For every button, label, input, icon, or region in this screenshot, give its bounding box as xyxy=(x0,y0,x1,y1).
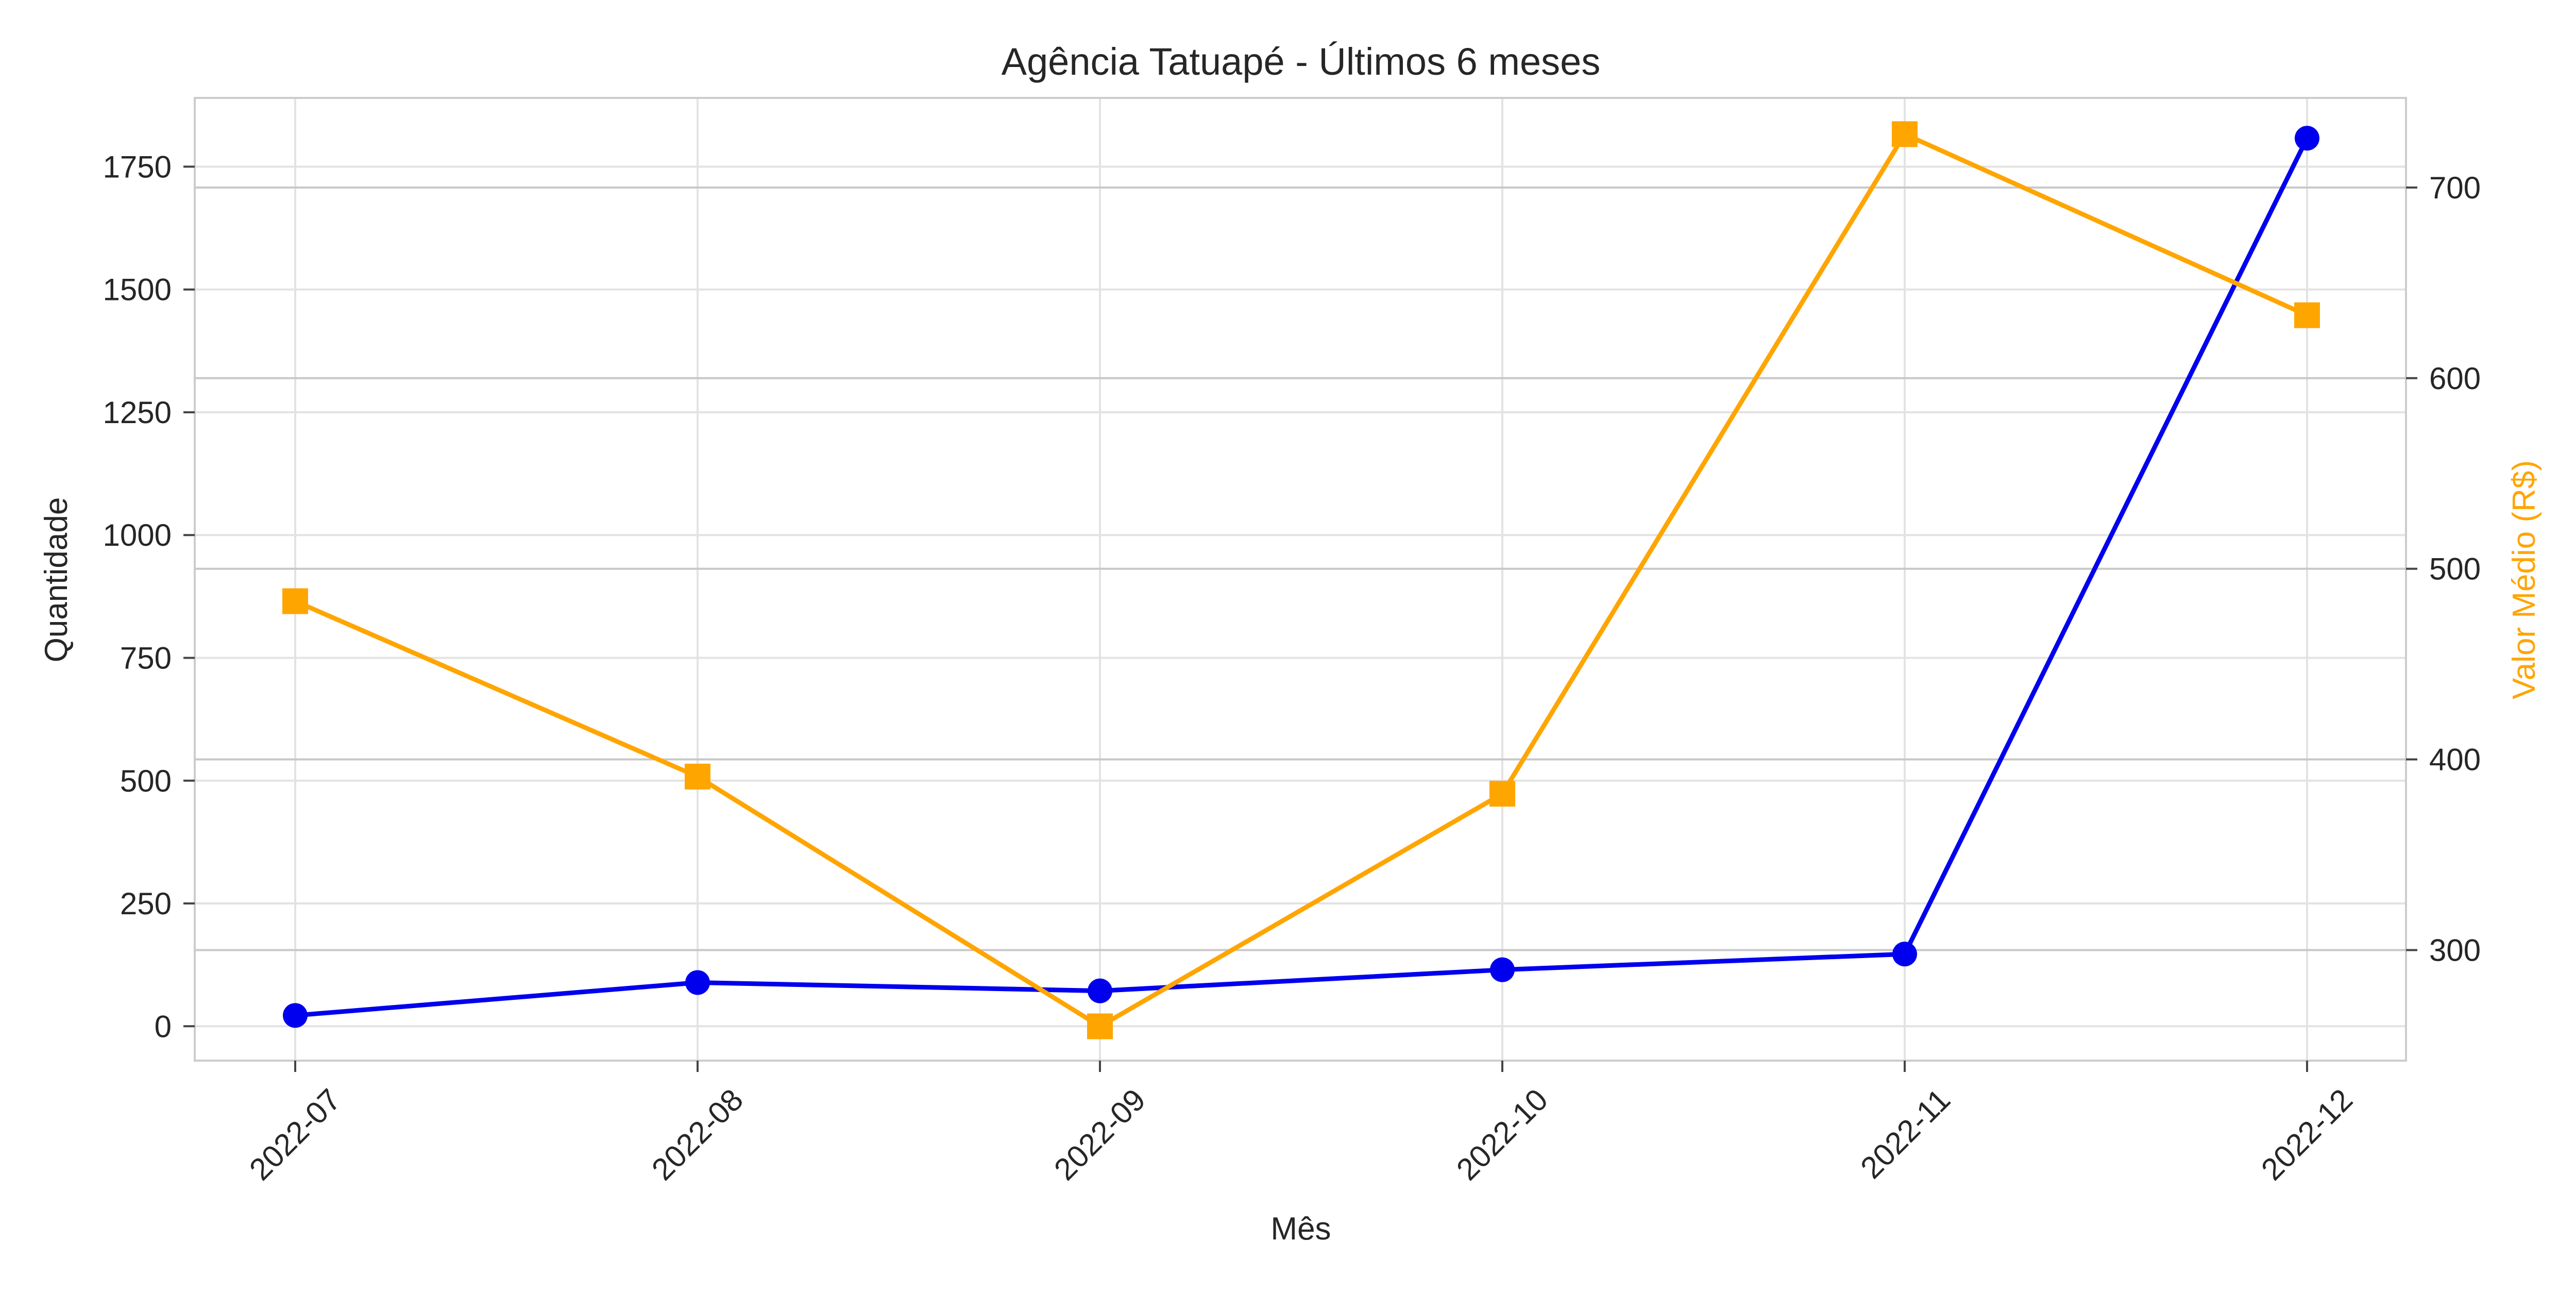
y-tick-label: 250 xyxy=(120,886,172,921)
x-tick-label: 2022-12 xyxy=(2255,1082,2359,1187)
y-tick-label: 500 xyxy=(120,764,172,798)
y-axis-label: Quantidade xyxy=(39,497,74,663)
y-tick-label: 1000 xyxy=(103,518,172,552)
series-1-point xyxy=(1088,978,1112,1003)
series-1-line xyxy=(293,136,2310,1018)
y-tick-label: 1500 xyxy=(103,273,172,307)
grid-layer xyxy=(195,98,2406,1061)
y2-tick-label: 300 xyxy=(2429,933,2481,967)
chart-title: Agência Tatuapé - Últimos 6 meses xyxy=(1002,40,1601,83)
y2-tick-label: 600 xyxy=(2429,361,2481,396)
axes-layer xyxy=(194,97,2407,1062)
plot-background xyxy=(195,98,2406,1061)
x-tick-label: 2022-09 xyxy=(1047,1082,1152,1187)
y2-tick-label: 700 xyxy=(2429,171,2481,205)
series-2-point xyxy=(685,763,710,790)
series-1-point xyxy=(283,1003,308,1028)
y2-tick-label: 400 xyxy=(2429,743,2481,777)
y-tick-label: 0 xyxy=(155,1009,172,1044)
y-tick-label: 1250 xyxy=(103,395,172,430)
series-2-point xyxy=(2294,302,2320,328)
y2-tick-label: 500 xyxy=(2429,552,2481,586)
x-axis-label: Mês xyxy=(1270,1211,1331,1247)
x-tick-label: 2022-11 xyxy=(1854,1082,1957,1185)
plot-frame xyxy=(194,97,2407,1062)
series-2-line xyxy=(293,131,2310,1029)
series-2-point xyxy=(1087,1013,1113,1039)
y-tick-label: 1750 xyxy=(103,149,172,184)
x-tick-label: 2022-07 xyxy=(243,1082,347,1187)
series-1-point xyxy=(1892,942,1917,967)
series-2-point xyxy=(1892,121,1918,147)
series-2-point xyxy=(1489,781,1515,807)
series-layer xyxy=(282,121,2320,1039)
y2-axis-label: Valor Médio (R$) xyxy=(2506,460,2542,699)
x-tick-label: 2022-10 xyxy=(1450,1082,1554,1187)
y-tick-label: 750 xyxy=(120,641,172,675)
series-1-point xyxy=(685,970,710,995)
series-2-point xyxy=(282,588,308,614)
series-1-point xyxy=(2295,126,2319,151)
series-1-point xyxy=(1490,957,1515,982)
x-tick-label: 2022-08 xyxy=(645,1082,750,1187)
